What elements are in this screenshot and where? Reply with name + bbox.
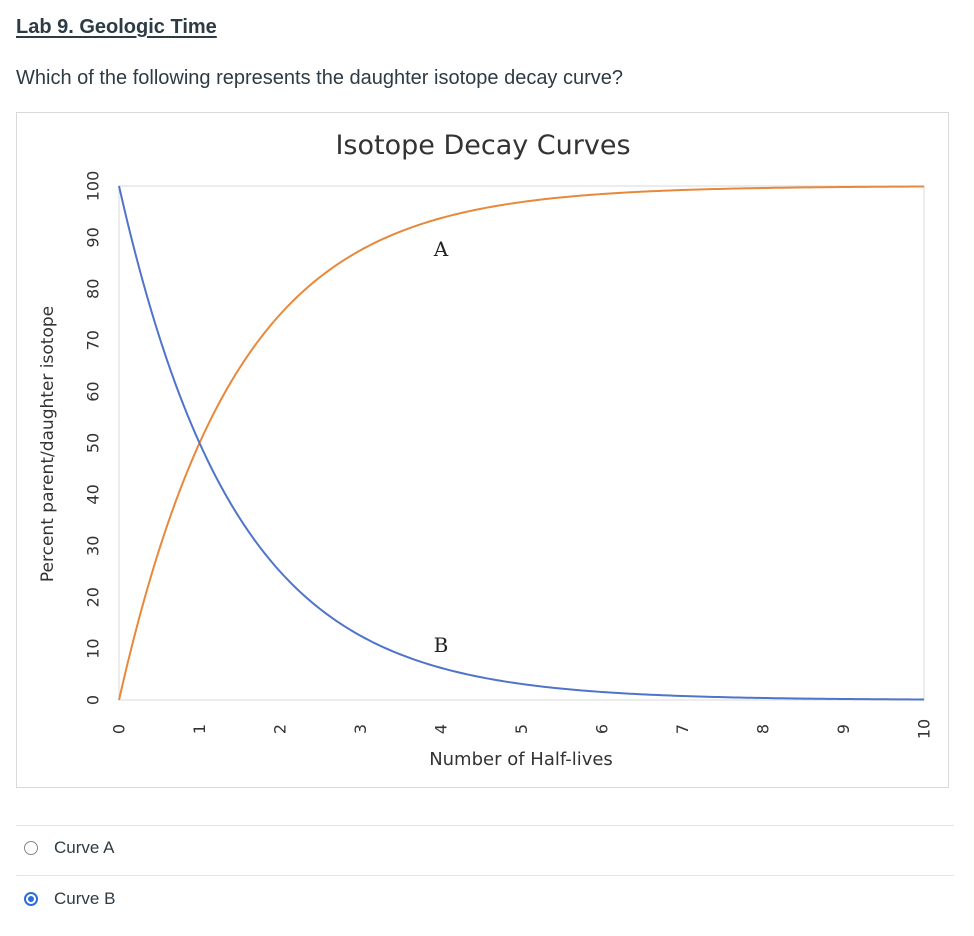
x-tick-label: 7 (673, 724, 692, 734)
x-tick-label: 10 (915, 719, 934, 739)
y-tick-label: 50 (84, 433, 103, 453)
y-tick-label: 40 (84, 484, 103, 504)
answer-option-curve-b[interactable]: Curve B (16, 875, 954, 923)
y-tick-label: 60 (84, 381, 103, 401)
question-text: Which of the following represents the da… (16, 67, 624, 89)
x-axis-label: Number of Half-lives (429, 749, 613, 770)
x-tick-label: 8 (754, 724, 773, 734)
series-line-a (118, 185, 925, 701)
x-tick-label: 3 (351, 724, 370, 734)
x-tick-label: 1 (190, 724, 209, 734)
y-axis-ticks: 0 10 20 30 40 50 60 70 80 90 100 (84, 171, 103, 705)
y-tick-label: 0 (84, 695, 103, 705)
x-tick-label: 6 (593, 724, 612, 734)
series-label-a: A (433, 237, 449, 261)
answer-divider (16, 875, 954, 876)
x-tick-label: 9 (834, 724, 853, 734)
y-tick-label: 80 (84, 279, 103, 299)
series-label-b: B (434, 633, 449, 657)
x-tick-label: 5 (512, 724, 531, 734)
y-axis-label: Percent parent/daughter isotope (38, 306, 58, 582)
series-line-b (118, 185, 925, 701)
y-tick-label: 100 (84, 171, 103, 202)
page-title: Lab 9. Geologic Time (16, 16, 217, 38)
x-axis-ticks: 0 1 2 3 4 5 6 7 8 9 10 (110, 719, 934, 739)
x-tick-label: 2 (271, 724, 290, 734)
radio-button[interactable] (24, 841, 38, 855)
y-tick-label: 30 (84, 536, 103, 556)
y-tick-label: 10 (84, 638, 103, 658)
plot-area-frame (118, 185, 925, 701)
series-lines (118, 185, 925, 701)
series-labels: AB (433, 237, 449, 657)
answer-divider (16, 825, 954, 826)
isotope-decay-chart: Isotope Decay Curves 0102030405060708090… (38, 130, 934, 770)
answer-label: Curve A (54, 838, 115, 857)
answer-option-curve-a[interactable]: Curve A (16, 824, 954, 872)
answer-label: Curve B (54, 889, 116, 908)
y-tick-label: 70 (84, 330, 103, 350)
chart-image: Isotope Decay Curves 0 10 20 30 40 50 60 70 80 90… (16, 112, 949, 788)
x-tick-label: 0 (110, 724, 129, 734)
y-tick-label: 90 (84, 227, 103, 247)
x-tick-label: 4 (432, 724, 451, 734)
radio-button[interactable] (24, 892, 38, 906)
chart-title: Isotope Decay Curves (335, 130, 630, 161)
y-tick-label: 20 (84, 587, 103, 607)
